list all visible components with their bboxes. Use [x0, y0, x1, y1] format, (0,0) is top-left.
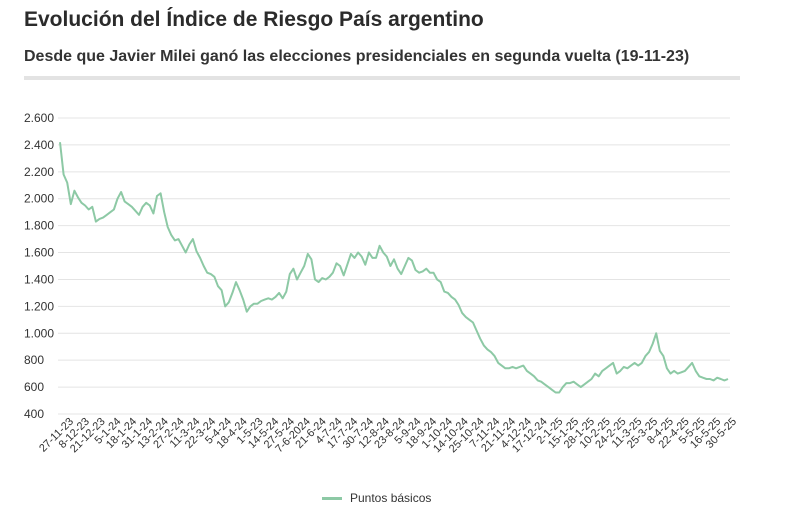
grid-lines [58, 117, 730, 415]
y-tick-label: 2.400 [24, 138, 54, 152]
legend-swatch [322, 496, 342, 500]
series-line [59, 142, 729, 394]
y-tick-label: 1.800 [24, 219, 54, 233]
y-tick-label: 600 [24, 380, 44, 394]
legend-label: Puntos básicos [350, 491, 432, 505]
chart-title: Evolución del Índice de Riesgo País arge… [24, 8, 484, 31]
y-tick-label: 400 [24, 407, 44, 421]
y-tick-label: 1.600 [24, 246, 54, 260]
y-tick-label: 1.200 [24, 299, 54, 313]
y-tick-label: 1.000 [24, 326, 54, 340]
y-tick-label: 2.000 [24, 192, 54, 206]
y-tick-label: 800 [24, 353, 44, 367]
series-lines [59, 142, 729, 394]
header-divider [24, 76, 740, 80]
y-tick-label: 1.400 [24, 272, 54, 286]
x-axis-tick-labels: 27-11-238-12-2321-12-235-1-2418-1-2431-1… [37, 416, 739, 456]
y-tick-label: 2.200 [24, 165, 54, 179]
legend[interactable]: Puntos básicos [322, 491, 431, 505]
y-tick-label: 2.600 [24, 111, 54, 125]
chart-subtitle: Desde que Javier Milei ganó las eleccion… [24, 48, 690, 65]
y-axis-tick-labels: 400 600 800 1.000 1.200 1.400 1.600 1.800 2.000 2… [24, 111, 54, 421]
